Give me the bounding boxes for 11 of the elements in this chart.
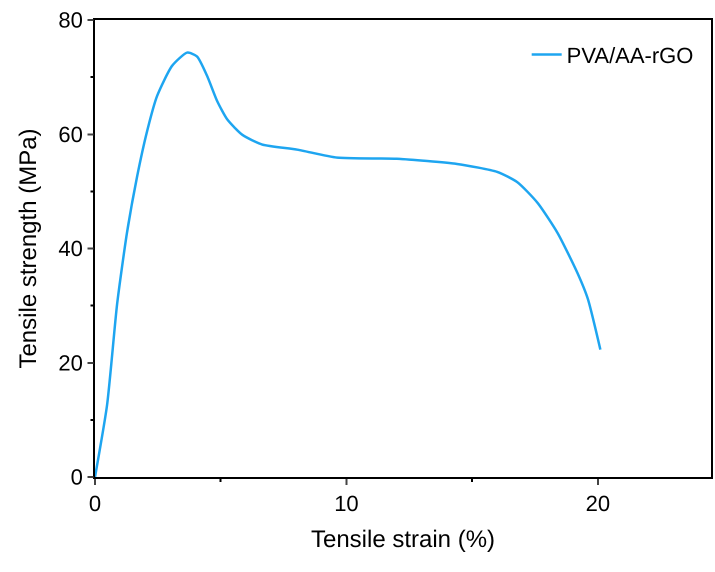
y-axis-title: Tensile strength (MPa) [14, 128, 42, 369]
x-axis-title: Tensile strain (%) [310, 526, 496, 553]
legend-label: PVA/AA-rGO [566, 43, 694, 68]
y-tick-label: 0 [70, 464, 83, 490]
x-tick-label: 20 [586, 491, 610, 516]
y-tick-label: 20 [58, 350, 83, 376]
y-tick-label: 80 [58, 8, 83, 33]
x-tick-label: 10 [334, 491, 359, 516]
y-tick-label: 60 [58, 122, 83, 147]
x-tick-label: 0 [88, 491, 102, 516]
y-tick-label: 40 [58, 236, 83, 262]
